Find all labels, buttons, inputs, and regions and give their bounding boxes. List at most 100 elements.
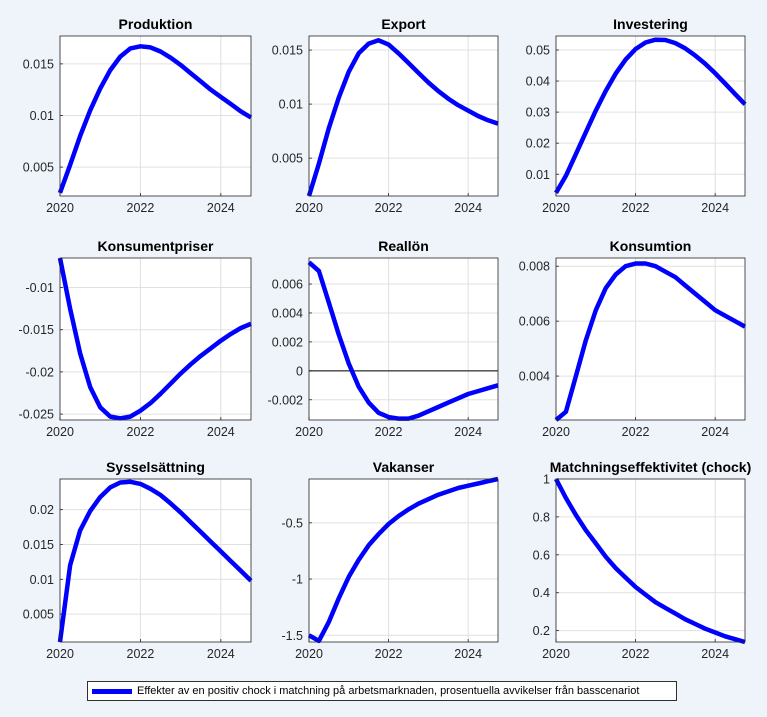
series-line <box>306 38 499 197</box>
x-tick-label: 2024 <box>207 647 235 661</box>
series-line <box>57 44 253 194</box>
axes-background <box>60 479 251 642</box>
x-tick-label: 2020 <box>295 425 323 439</box>
subplot-title: Sysselsättning <box>106 459 205 475</box>
subplot-title: Matchningseffektivitet (chock) <box>550 459 751 475</box>
axes-frame <box>555 35 746 197</box>
x-tick-label: 2022 <box>127 425 155 439</box>
subplot-1: 2020 2022 2024 0.005 0.01 0.015 Produktion <box>23 16 253 215</box>
series-line <box>554 37 747 195</box>
y-tick-label: 0.02 <box>30 503 54 517</box>
axes-frame <box>555 257 746 421</box>
x-tick-label: 2022 <box>375 201 403 215</box>
y-tick-label: 0.006 <box>519 315 550 329</box>
y-tick-label: 0.03 <box>526 106 550 120</box>
y-tick-label: 0.04 <box>526 75 550 89</box>
x-tick-label: 2022 <box>375 647 403 661</box>
subplot-title: Export <box>381 16 426 32</box>
y-tick-label: 0.004 <box>519 370 550 384</box>
series-line <box>307 260 499 421</box>
axes-frame <box>59 478 252 643</box>
subplot-9: 2020 2022 2024 0.2 0.4 0.6 0.8 1Matchningseffek… <box>533 459 752 661</box>
subplot-4: 2020 2022 2024 -0.01 -0.015 -0.02 -0.025 Konsum… <box>19 238 252 439</box>
y-tick-label: 0.01 <box>526 168 550 182</box>
subplot-title: Konsumentpriser <box>98 238 214 254</box>
x-tick-label: 2022 <box>375 425 403 439</box>
x-tick-label: 2024 <box>701 425 729 439</box>
x-tick-label: 2020 <box>46 647 74 661</box>
legend: Effekter av en positiv chock i matchning… <box>87 681 677 701</box>
axes-frame <box>308 35 499 197</box>
subplot-2: 2020 2022 2024 0.005 0.01 0.015 Export <box>272 16 499 215</box>
x-tick-label: 2020 <box>46 201 74 215</box>
axes-background <box>556 479 745 642</box>
y-tick-label: 0.05 <box>526 43 550 57</box>
subplot-6: 2020 2022 2024 0.004 0.006 0.008 Konsumtion <box>519 238 747 439</box>
x-tick-label: 2022 <box>622 647 650 661</box>
x-tick-label: 2024 <box>207 425 235 439</box>
y-tick-label: -0.02 <box>26 365 55 379</box>
axes-frame <box>308 257 499 421</box>
x-tick-label: 2024 <box>454 201 482 215</box>
y-tick-label: -0.025 <box>19 408 54 422</box>
x-tick-label: 2020 <box>542 201 570 215</box>
subplot-title: Reallön <box>378 238 429 254</box>
series-line <box>307 476 499 644</box>
axes-background <box>309 36 498 196</box>
y-tick-label: -0.5 <box>281 516 303 530</box>
series-line <box>57 257 252 421</box>
axes-frame <box>59 257 252 421</box>
y-tick-label: -1 <box>292 573 303 587</box>
x-tick-label: 2022 <box>127 201 155 215</box>
subplot-5: 2020 2022 2024 0.006 0.004 0.002 0 -0.002 Reallö… <box>268 238 499 439</box>
y-tick-label: 0.005 <box>23 608 54 622</box>
y-tick-label: 0.2 <box>533 624 550 638</box>
x-tick-label: 2022 <box>127 647 155 661</box>
y-tick-label: 0.015 <box>272 44 303 58</box>
y-tick-label: 1 <box>543 473 550 487</box>
subplot-title: Vakanser <box>373 459 435 475</box>
series-line <box>554 477 746 645</box>
subplot-title: Konsumtion <box>610 238 692 254</box>
y-tick-label: 0.01 <box>30 573 54 587</box>
subplot-8: 2020 2022 2024 -0.5 -1 -1.5 Vakanser <box>281 459 499 661</box>
series-line <box>554 261 747 422</box>
y-tick-label: 0.02 <box>526 137 550 151</box>
y-tick-label: 0.015 <box>23 57 54 71</box>
subplot-7: 2020 2022 2024 0.005 0.01 0.015 0.02 Sysselsätt… <box>23 459 253 661</box>
x-tick-label: 2020 <box>542 647 570 661</box>
x-tick-label: 2024 <box>454 425 482 439</box>
axes-background <box>309 479 498 642</box>
y-tick-label: 0.006 <box>272 278 303 292</box>
x-tick-label: 2020 <box>542 425 570 439</box>
legend-label: Effekter av en positiv chock i matchning… <box>137 685 640 697</box>
x-tick-label: 2024 <box>207 201 235 215</box>
y-tick-label: 0.01 <box>30 109 54 123</box>
axes-background <box>556 36 745 196</box>
x-tick-label: 2024 <box>454 647 482 661</box>
y-tick-label: -0.01 <box>26 281 55 295</box>
y-tick-label: 0.6 <box>533 548 550 562</box>
legend-line-swatch <box>92 688 132 694</box>
y-tick-label: 0.01 <box>279 98 303 112</box>
axes-frame <box>59 35 252 197</box>
x-tick-label: 2022 <box>622 201 650 215</box>
axes-frame <box>308 478 499 643</box>
y-tick-label: 0.4 <box>533 586 550 600</box>
y-tick-label: 0 <box>296 364 303 378</box>
y-tick-label: 0.008 <box>519 260 550 274</box>
x-tick-label: 2024 <box>701 647 729 661</box>
y-tick-label: -1.5 <box>281 629 303 643</box>
axes-frame <box>555 478 746 643</box>
y-tick-label: -0.015 <box>19 323 54 337</box>
y-tick-label: -0.002 <box>268 393 303 407</box>
subplot-3: 2020 2022 2024 0.01 0.02 0.03 0.04 0.05 Invester… <box>526 16 747 215</box>
series-line <box>57 479 253 643</box>
x-tick-label: 2024 <box>701 201 729 215</box>
x-tick-label: 2020 <box>295 647 323 661</box>
y-tick-label: 0.005 <box>272 152 303 166</box>
y-tick-label: 0.8 <box>533 510 550 524</box>
subplot-title: Produktion <box>119 16 193 32</box>
axes-background <box>60 36 251 196</box>
